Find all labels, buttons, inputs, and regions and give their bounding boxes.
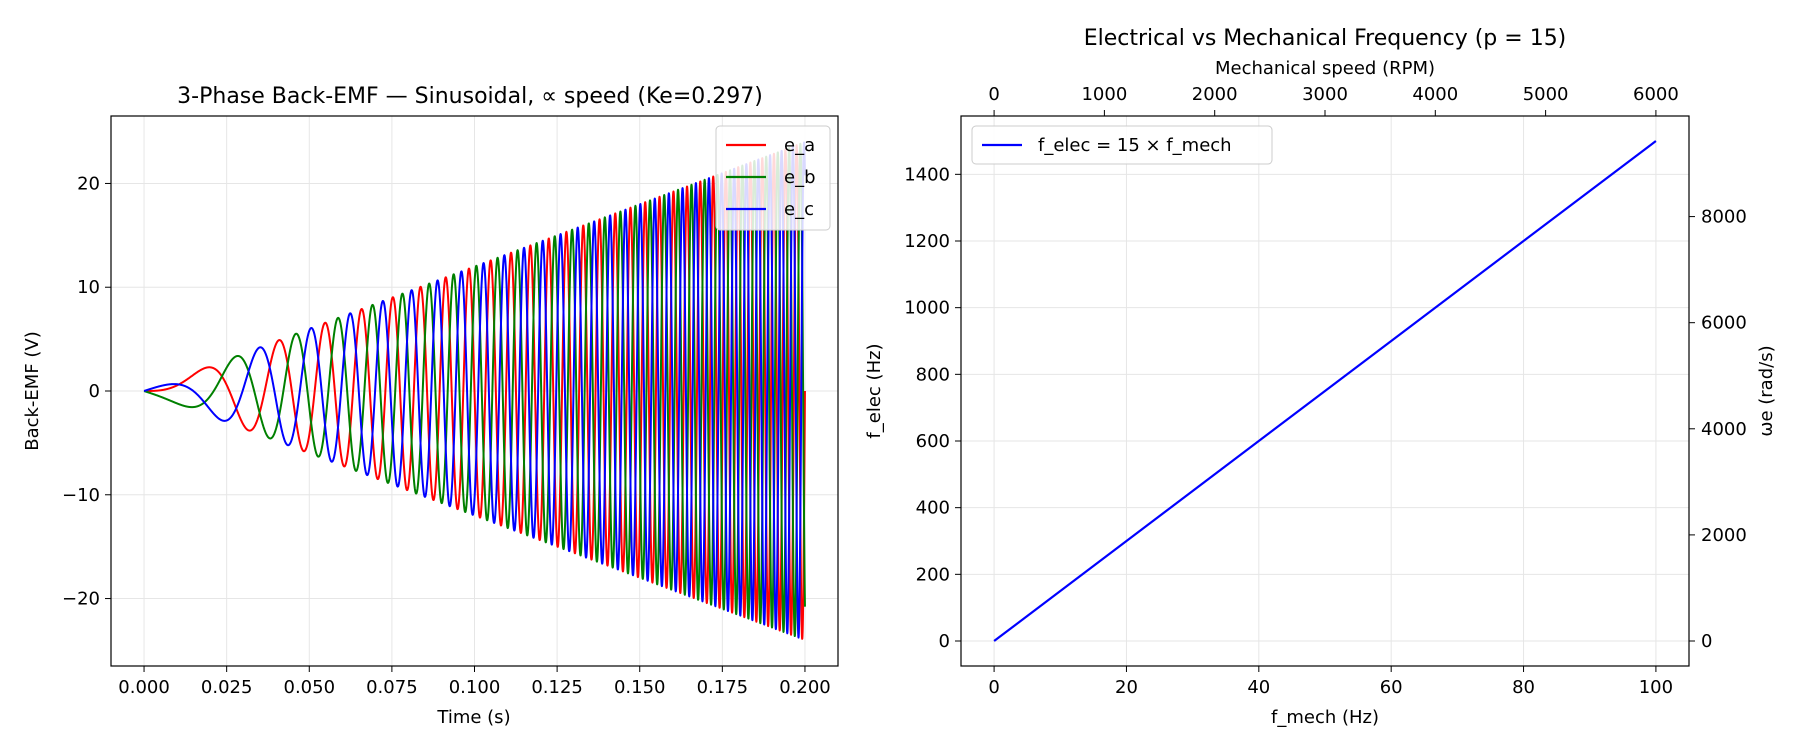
right-x-tick-label: 60 — [1380, 677, 1403, 698]
series-line-e-c — [143, 141, 806, 639]
left-y-tick-label: −20 — [62, 589, 100, 610]
right-top-x-axis-label: Mechanical speed (RPM) — [1215, 58, 1435, 79]
right-top-x-tick-label: 4000 — [1412, 84, 1458, 105]
left-chart-title: 3-Phase Back-EMF — Sinusoidal, ∝ speed (… — [177, 84, 763, 109]
left-y-tick-label: 0 — [89, 381, 100, 402]
left-x-tick-label: 0.000 — [118, 677, 170, 698]
right-y-tick-label: 0 — [939, 631, 950, 652]
right-secondary-y-ticks: 0 2000 4000 6000 8000 — [1689, 207, 1747, 652]
right-x-tick-label: 20 — [1115, 677, 1138, 698]
right-y-tick-label: 1200 — [904, 231, 950, 252]
legend-label-e-a: e_a — [784, 135, 815, 156]
right-x-tick-label: 100 — [1639, 677, 1673, 698]
left-x-tick-label: 0.175 — [697, 677, 749, 698]
left-series-group — [143, 141, 806, 640]
right-legend-items: f_elec = 15 × f_mech — [982, 135, 1232, 156]
right-secondary-y-tick-label: 6000 — [1701, 313, 1747, 334]
right-secondary-y-tick-label: 4000 — [1701, 419, 1747, 440]
right-x-ticks: 0 20 40 60 80 100 — [988, 666, 1673, 698]
right-y-tick-label: 200 — [916, 564, 950, 585]
left-x-tick-label: 0.200 — [779, 677, 831, 698]
right-y-tick-label: 1000 — [904, 298, 950, 319]
series-line-e-b — [143, 142, 806, 638]
left-x-ticks: 0.000 0.025 0.050 0.075 0.100 0.125 0.150 0.175… — [118, 666, 831, 698]
right-top-x-tick-label: 5000 — [1523, 84, 1569, 105]
right-y-ticks: 0 200 400 600 800 1000 1200 1400 — [904, 164, 961, 652]
right-legend: f_elec = 15 × f_mech — [971, 125, 1273, 165]
right-top-x-tick-label: 0 — [988, 84, 999, 105]
left-x-axis-label: Time (s) — [436, 707, 510, 728]
right-top-x-tick-label: 3000 — [1302, 84, 1348, 105]
left-legend-items: e_a e_b e_c — [726, 135, 816, 220]
right-x-tick-label: 80 — [1512, 677, 1535, 698]
left-x-tick-label: 0.025 — [201, 677, 253, 698]
right-secondary-y-axis-label: ωe (rad/s) — [1756, 345, 1777, 436]
left-x-tick-label: 0.125 — [531, 677, 583, 698]
right-secondary-y-tick-label: 0 — [1701, 631, 1712, 652]
right-top-x-tick-label: 1000 — [1081, 84, 1127, 105]
series-line-f-elec — [993, 140, 1657, 642]
legend-label-e-b: e_b — [784, 167, 816, 188]
left-x-tick-label: 0.050 — [284, 677, 336, 698]
right-y-tick-label: 1400 — [904, 164, 950, 185]
right-secondary-y-tick-label: 2000 — [1701, 525, 1747, 546]
legend-label-f-elec: f_elec = 15 × f_mech — [1038, 135, 1232, 156]
left-y-tick-label: 20 — [77, 173, 100, 194]
right-chart-title: Electrical vs Mechanical Frequency (p = … — [1084, 26, 1567, 51]
left-y-tick-label: 10 — [77, 277, 100, 298]
left-x-tick-label: 0.150 — [614, 677, 666, 698]
series-line-e-a — [143, 144, 806, 640]
right-x-axis-label: f_mech (Hz) — [1271, 707, 1379, 728]
right-y-tick-label: 600 — [916, 431, 950, 452]
right-top-x-tick-label: 6000 — [1633, 84, 1679, 105]
right-y-axis-label: f_elec (Hz) — [864, 343, 885, 438]
left-y-ticks: −20 −10 0 10 20 — [62, 173, 111, 610]
right-legend-box — [971, 125, 1273, 165]
left-x-tick-label: 0.100 — [449, 677, 501, 698]
right-x-tick-label: 0 — [988, 677, 999, 698]
left-x-tick-label: 0.075 — [366, 677, 418, 698]
right-series-group — [993, 140, 1657, 642]
right-top-x-ticks: 0 1000 2000 3000 4000 5000 6000 — [988, 84, 1679, 116]
right-top-x-tick-label: 2000 — [1192, 84, 1238, 105]
left-legend: e_a e_b e_c — [715, 125, 831, 231]
right-y-tick-label: 800 — [916, 364, 950, 385]
right-panel: Electrical vs Mechanical Frequency (p = … — [864, 26, 1777, 728]
left-panel: 3-Phase Back-EMF — Sinusoidal, ∝ speed (… — [22, 84, 839, 728]
right-y-tick-label: 400 — [916, 498, 950, 519]
legend-label-e-c: e_c — [784, 199, 814, 220]
right-secondary-y-tick-label: 8000 — [1701, 207, 1747, 228]
left-y-axis-label: Back-EMF (V) — [22, 331, 43, 451]
left-y-tick-label: −10 — [62, 485, 100, 506]
left-legend-box — [715, 125, 831, 231]
right-x-tick-label: 40 — [1247, 677, 1270, 698]
